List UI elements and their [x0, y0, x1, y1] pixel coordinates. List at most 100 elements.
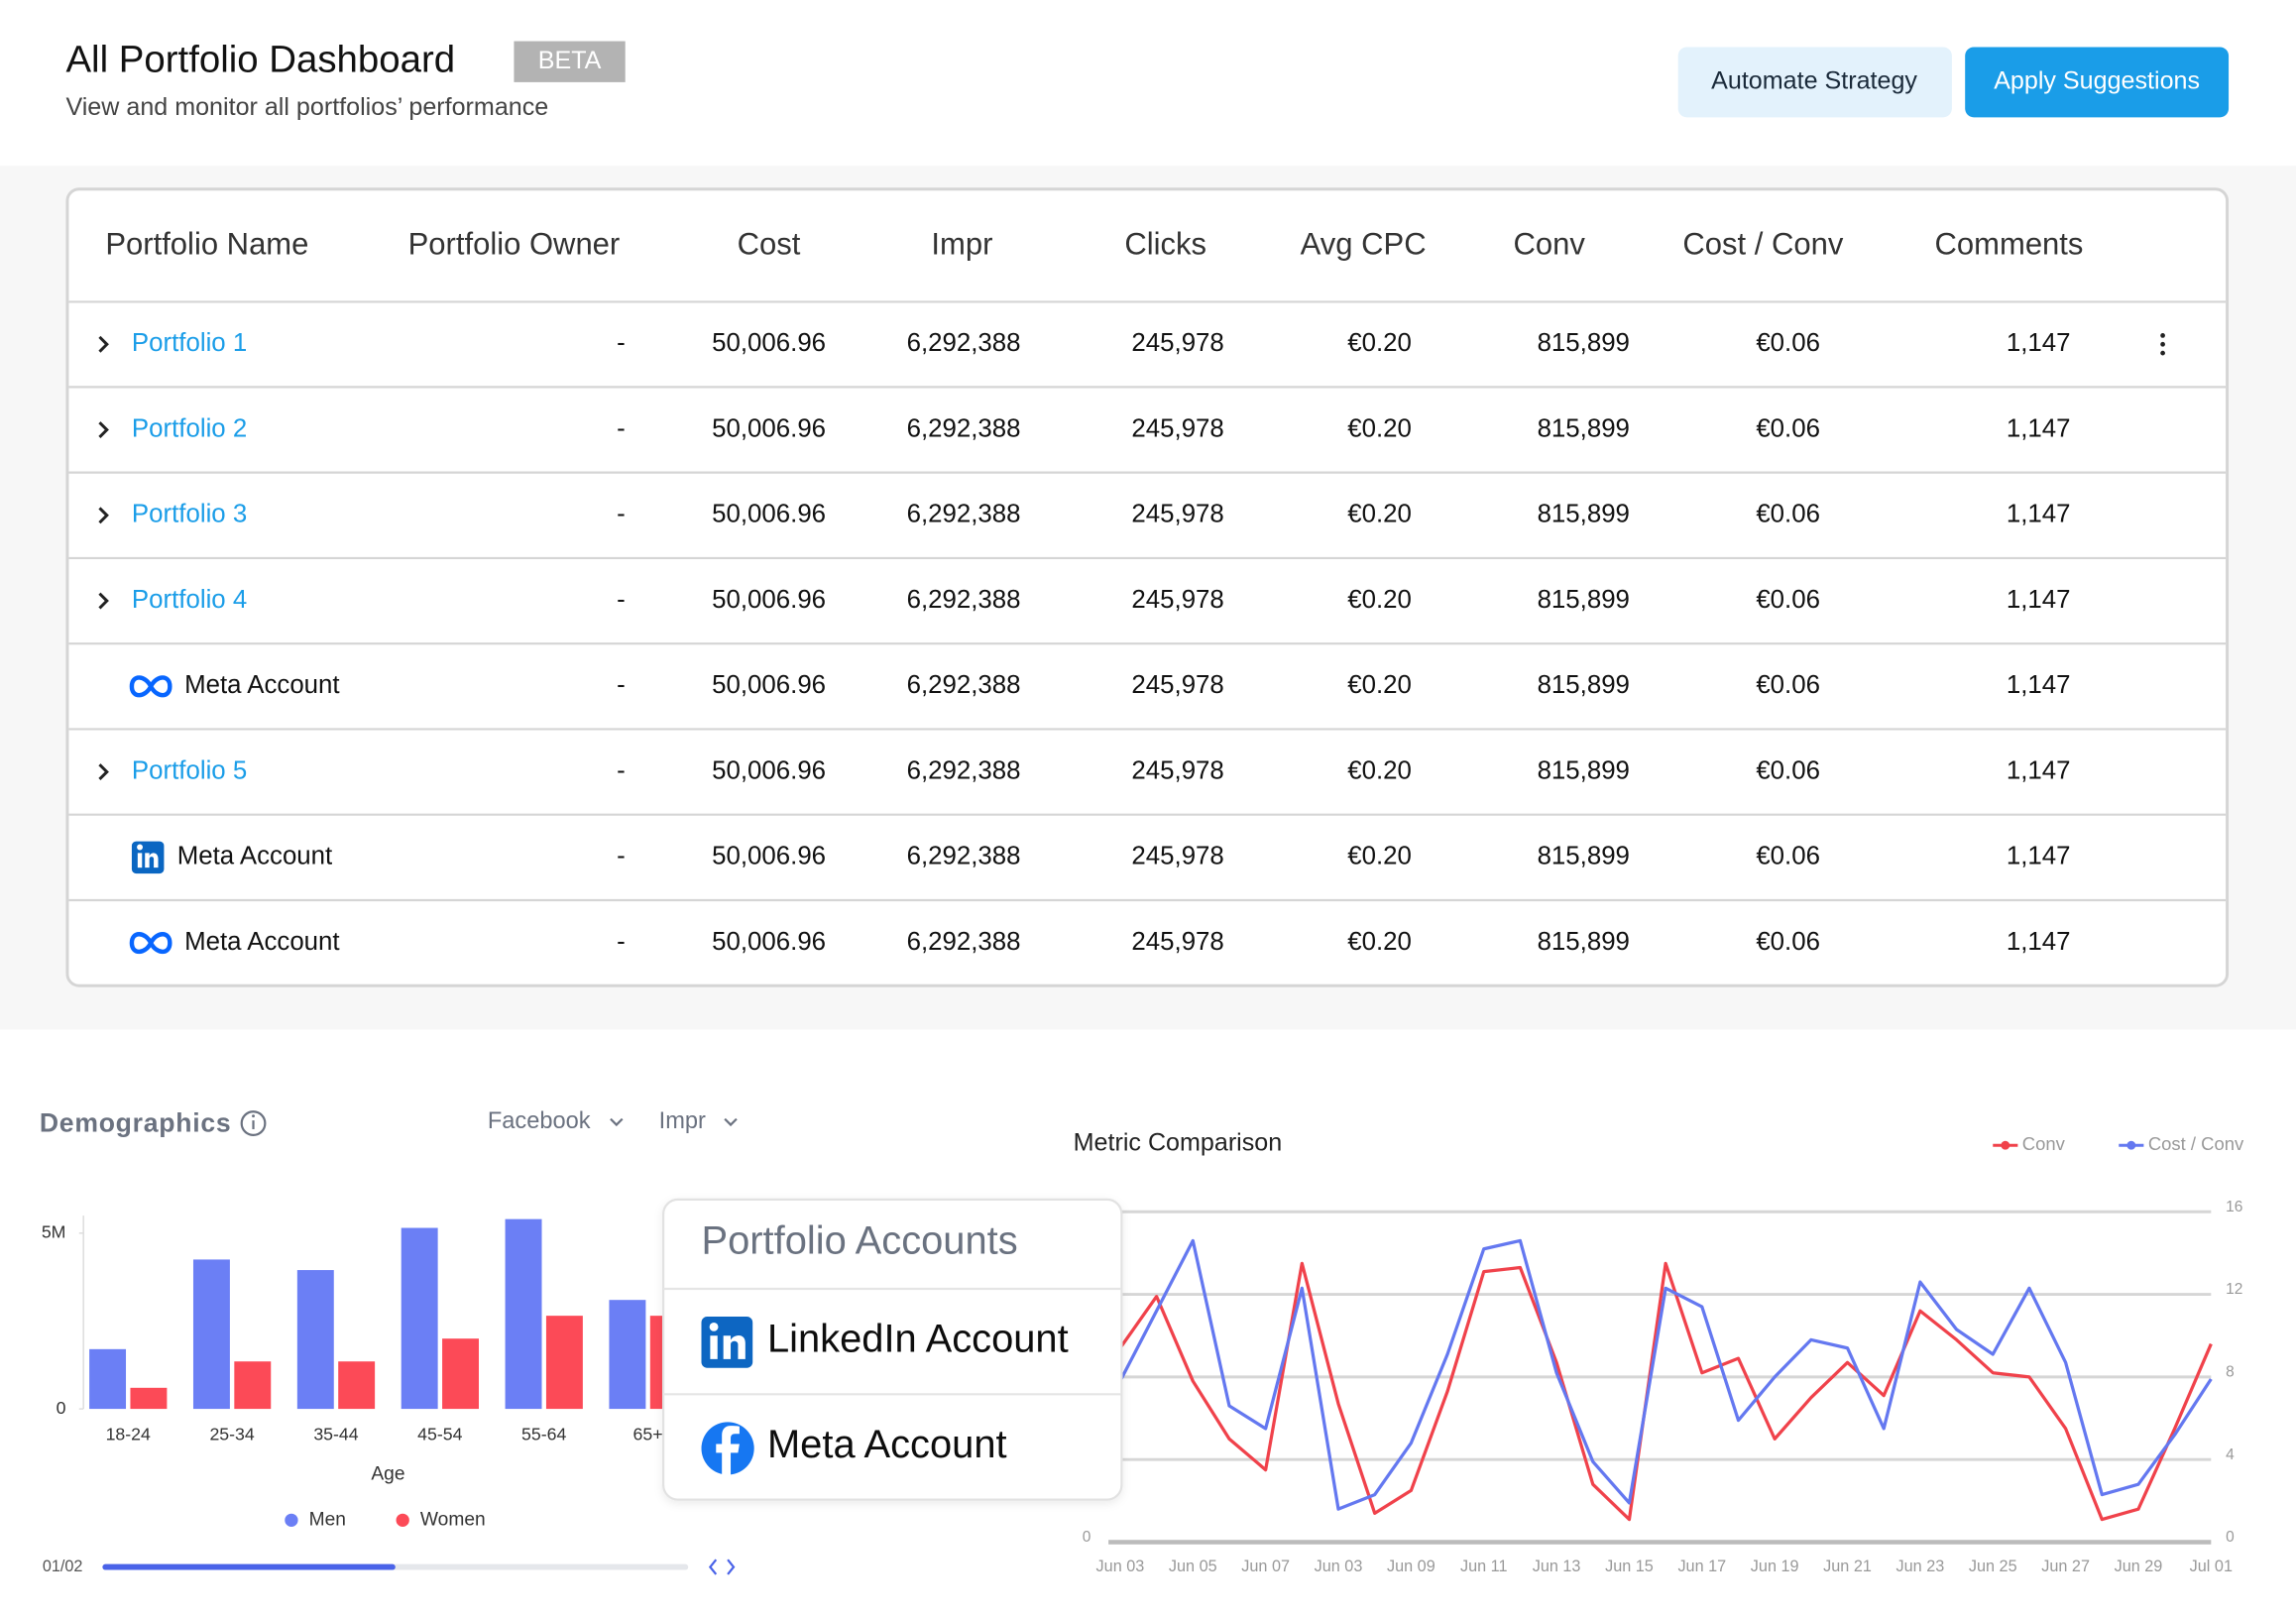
- table-cell: -: [617, 329, 626, 357]
- automate-button[interactable]: Automate Strategy: [1677, 47, 1952, 118]
- icon-part: [723, 1335, 746, 1359]
- table-cell: 1,147: [2007, 928, 2071, 956]
- table-cell: €0.06: [1756, 756, 1820, 784]
- table-cell: €0.20: [1347, 586, 1412, 614]
- icon-part: [710, 1335, 718, 1359]
- table-cell: €0.06: [1756, 843, 1820, 870]
- table-cell: -: [617, 928, 626, 956]
- popup-item[interactable]: Meta Account: [701, 1422, 1007, 1475]
- table-cell: 6,292,388: [907, 843, 1021, 870]
- x-tick-label: Jun 15: [1605, 1558, 1654, 1575]
- table-cell: 245,978: [1131, 586, 1223, 614]
- table-cell: 6,292,388: [907, 586, 1021, 614]
- icon-part: [716, 1426, 740, 1475]
- table-cell: -: [617, 501, 626, 528]
- portfolio-link[interactable]: Portfolio 2: [132, 414, 247, 442]
- bar: [338, 1361, 376, 1410]
- icon-part: [145, 853, 159, 868]
- button-label: Automate Strategy: [1711, 67, 1917, 95]
- table: Portfolio Name Portfolio Owner Cost Impr Cli…: [68, 227, 2227, 956]
- portfolio-link[interactable]: Portfolio 4: [132, 586, 247, 614]
- table-cell: -: [617, 843, 626, 870]
- icon-part: [137, 844, 144, 851]
- chart-title: Demographics: [40, 1108, 231, 1138]
- x-tick-label: Jun 27: [2041, 1558, 2090, 1575]
- table-cell: 1,147: [2007, 329, 2071, 357]
- slider-fill: [102, 1563, 396, 1570]
- source-dropdown[interactable]: Facebook: [488, 1108, 624, 1134]
- x-tick-label: Jul 01: [2190, 1558, 2233, 1575]
- page-title: All Portfolio Dashboard: [65, 38, 455, 80]
- portfolio-link[interactable]: Portfolio 1: [132, 329, 247, 357]
- popup-item[interactable]: LinkedIn Account: [701, 1317, 1069, 1368]
- expand-chevron[interactable]: [98, 507, 109, 524]
- column-header: Portfolio Owner: [408, 227, 621, 262]
- column-header: Impr: [931, 227, 992, 262]
- portfolio-link[interactable]: Portfolio 3: [132, 501, 247, 528]
- icon-part: [137, 853, 143, 868]
- button-bg: [1677, 47, 1952, 118]
- bar: [545, 1316, 583, 1410]
- table-cell: 245,978: [1131, 501, 1223, 528]
- x-tick-label: 65+: [633, 1424, 663, 1444]
- legend-label: Women: [420, 1509, 486, 1530]
- series-line: [1118, 1261, 2213, 1522]
- legend-swatch: [396, 1513, 409, 1527]
- badge-bg: [514, 41, 626, 82]
- legend-swatch: [285, 1513, 298, 1527]
- table-cell: 6,292,388: [907, 329, 1021, 357]
- x-tick-label: Jun 03: [1096, 1558, 1145, 1575]
- x-tick-label: Jun 19: [1751, 1558, 1799, 1575]
- next-arrow[interactable]: [727, 1559, 736, 1575]
- bar: [130, 1387, 168, 1410]
- table-cell: 6,292,388: [907, 928, 1021, 956]
- row-menu-dot[interactable]: [2160, 333, 2165, 338]
- x-tick-label: 35-44: [313, 1424, 358, 1444]
- expand-chevron[interactable]: [98, 421, 109, 438]
- table-cell: 245,978: [1131, 414, 1223, 442]
- apply-button[interactable]: Apply Suggestions: [1965, 47, 2230, 118]
- table-cell: 815,899: [1538, 329, 1630, 357]
- portfolio-link[interactable]: Portfolio 5: [132, 756, 247, 784]
- chart-title: Metric Comparison: [1074, 1128, 1283, 1156]
- x-tick-label: 55-64: [521, 1424, 566, 1444]
- y-tick-label: 5M: [42, 1222, 66, 1242]
- column-header: Portfolio Name: [105, 227, 308, 262]
- table-cell: 50,006.96: [712, 671, 826, 699]
- button-label: Apply Suggestions: [1994, 67, 2200, 95]
- x-tick-label: Jun 21: [1823, 1558, 1872, 1575]
- dropdown-label: Facebook: [488, 1108, 591, 1134]
- popup-item-label: LinkedIn Account: [767, 1318, 1069, 1361]
- x-tick-label: Jun 11: [1460, 1558, 1508, 1575]
- table-cell: 1,147: [2007, 414, 2071, 442]
- table-cell: -: [617, 586, 626, 614]
- table-cell: 1,147: [2007, 671, 2071, 699]
- expand-chevron[interactable]: [98, 763, 109, 781]
- table-cell: 815,899: [1538, 414, 1630, 442]
- table-cell: 50,006.96: [712, 928, 826, 956]
- table-cell: €0.20: [1347, 501, 1412, 528]
- expand-chevron[interactable]: [98, 335, 109, 353]
- subtitle: View and monitor all portfolios’ perform…: [65, 93, 548, 121]
- x-tick-label: Jun 05: [1169, 1558, 1217, 1575]
- y-tick-label: 0: [1083, 1529, 1091, 1546]
- metric-dropdown[interactable]: Impr: [659, 1108, 738, 1134]
- table-cell: 6,292,388: [907, 501, 1021, 528]
- bar-chart: 0 5M 18-24 25-34 35-44 45-54 55-64 65+ Age Men Wom…: [42, 1215, 687, 1530]
- info-icon[interactable]: [240, 1110, 267, 1136]
- y2-tick-label: 8: [2226, 1364, 2235, 1381]
- x-tick-label: Jun 09: [1387, 1558, 1435, 1575]
- x-tick-label: Jun 07: [1241, 1558, 1290, 1575]
- legend-label: Men: [309, 1509, 346, 1530]
- row-menu-dot[interactable]: [2160, 350, 2165, 356]
- badge: BETA: [538, 47, 602, 74]
- x-tick-label: 45-54: [417, 1424, 462, 1444]
- icon-dot: [252, 1114, 256, 1118]
- row-menu-dot[interactable]: [2160, 341, 2165, 347]
- x-tick-label: 18-24: [106, 1424, 151, 1444]
- prev-arrow[interactable]: [708, 1559, 718, 1575]
- y2-tick-label: 0: [2226, 1529, 2235, 1546]
- expand-chevron[interactable]: [98, 592, 109, 610]
- bar: [609, 1300, 646, 1410]
- table-cell: €0.06: [1756, 671, 1820, 699]
